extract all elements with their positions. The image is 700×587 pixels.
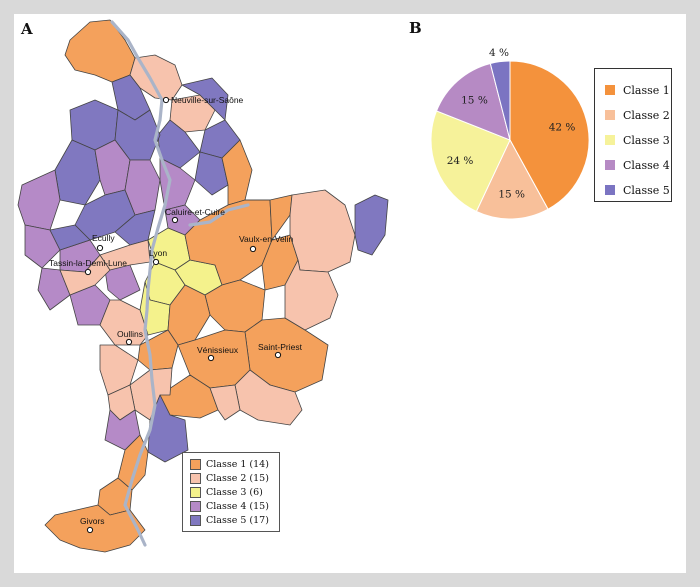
- map-legend-item: Classe 1 (14): [190, 458, 269, 470]
- pie-slice-label: 4 %: [489, 47, 509, 59]
- city-marker: [84, 268, 92, 276]
- commune-region: [129, 367, 173, 421]
- city-label: Ecully: [92, 233, 115, 243]
- pie-slices: [430, 60, 590, 220]
- legend-swatch: [190, 472, 201, 484]
- commune-regions: [17, 19, 389, 553]
- commune-region: [44, 504, 146, 553]
- legend-label: Classe 4 (15): [206, 500, 269, 512]
- pie-slice: [509, 60, 590, 210]
- legend-label: Classe 3 (6): [206, 486, 263, 498]
- city-label: Caluire-et-Cuire: [165, 207, 225, 217]
- pie-legend-item: Classe 3: [605, 133, 670, 147]
- legend-label: Classe 1 (14): [206, 458, 269, 470]
- city-marker: [207, 354, 215, 362]
- city-label: Lyon: [149, 248, 167, 258]
- legend-swatch: [190, 514, 201, 526]
- city-marker: [152, 258, 160, 266]
- commune-region: [289, 189, 356, 273]
- city-marker: [249, 245, 257, 253]
- pie-legend-item: Classe 2: [605, 108, 670, 122]
- city-label: Vénissieux: [197, 345, 239, 355]
- city-marker: [162, 96, 170, 104]
- commune-region: [99, 299, 149, 346]
- map-legend-item: Classe 3 (6): [190, 486, 263, 498]
- pie-legend-item: Classe 5: [605, 183, 670, 197]
- pie-legend: Classe 1 Classe 2 Classe 3 Classe 4 Clas…: [594, 68, 672, 202]
- pie-legend-item: Classe 1: [605, 83, 670, 97]
- legend-swatch: [190, 500, 201, 512]
- legend-label: Classe 1: [623, 83, 670, 97]
- pie-slice-label: 15 %: [498, 189, 525, 201]
- pie-slice: [489, 60, 511, 141]
- panel-b-letter: B: [409, 19, 422, 37]
- map-legend-item: Classe 2 (15): [190, 472, 269, 484]
- commune-region: [234, 369, 303, 426]
- city-label: Saint-Priest: [258, 342, 303, 352]
- legend-swatch: [605, 135, 615, 145]
- legend-label: Classe 2: [623, 108, 670, 122]
- commune-region: [147, 394, 189, 463]
- city-markers: Neuville-sur-Saône Caluire-et-Cuire Ecul…: [49, 95, 303, 534]
- city-marker: [171, 216, 179, 224]
- pie-slice-label: 15 %: [461, 95, 488, 107]
- legend-label: Classe 5: [623, 183, 670, 197]
- city-marker: [86, 526, 94, 534]
- commune-region: [37, 267, 71, 311]
- legend-swatch: [605, 185, 615, 195]
- legend-label: Classe 5 (17): [206, 514, 269, 526]
- city-marker: [125, 338, 133, 346]
- legend-label: Classe 4: [623, 158, 670, 172]
- city-label: Neuville-sur-Saône: [171, 95, 244, 105]
- pie-slice: [435, 62, 511, 141]
- legend-label: Classe 2 (15): [206, 472, 269, 484]
- river-line: [188, 203, 250, 227]
- city-label: Vaulx-en-Velin: [239, 234, 293, 244]
- city-marker: [274, 351, 282, 359]
- legend-swatch: [190, 458, 201, 470]
- pie-labels: 42 % 15 % 24 % 15 % 4 %: [447, 47, 576, 201]
- commune-region: [209, 384, 241, 421]
- river-line: [110, 20, 172, 547]
- city-label: Oullins: [117, 329, 143, 339]
- pie-slice-label: 24 %: [447, 155, 474, 167]
- commune-region: [194, 151, 229, 196]
- commune-region: [49, 224, 91, 251]
- commune-region: [354, 194, 389, 256]
- city-marker: [96, 244, 104, 252]
- map-legend-item: Classe 5 (17): [190, 514, 269, 526]
- city-label: Tassin-la-Demi-Lune: [49, 258, 127, 268]
- pie-slice: [430, 110, 511, 213]
- pie-slice-label: 42 %: [549, 122, 576, 134]
- commune-region: [114, 209, 156, 246]
- legend-label: Classe 3: [623, 133, 670, 147]
- map-legend-item: Classe 4 (15): [190, 500, 269, 512]
- legend-swatch: [190, 486, 201, 498]
- pie-legend-item: Classe 4: [605, 158, 670, 172]
- panel-a-letter: A: [21, 20, 33, 38]
- pie-slice: [475, 138, 549, 220]
- commune-region: [24, 224, 61, 269]
- legend-swatch: [605, 160, 615, 170]
- legend-swatch: [605, 85, 615, 95]
- legend-swatch: [605, 110, 615, 120]
- commune-region: [284, 259, 339, 331]
- city-label: Givors: [80, 516, 105, 526]
- map-legend: Classe 1 (14) Classe 2 (15) Classe 3 (6)…: [182, 452, 280, 532]
